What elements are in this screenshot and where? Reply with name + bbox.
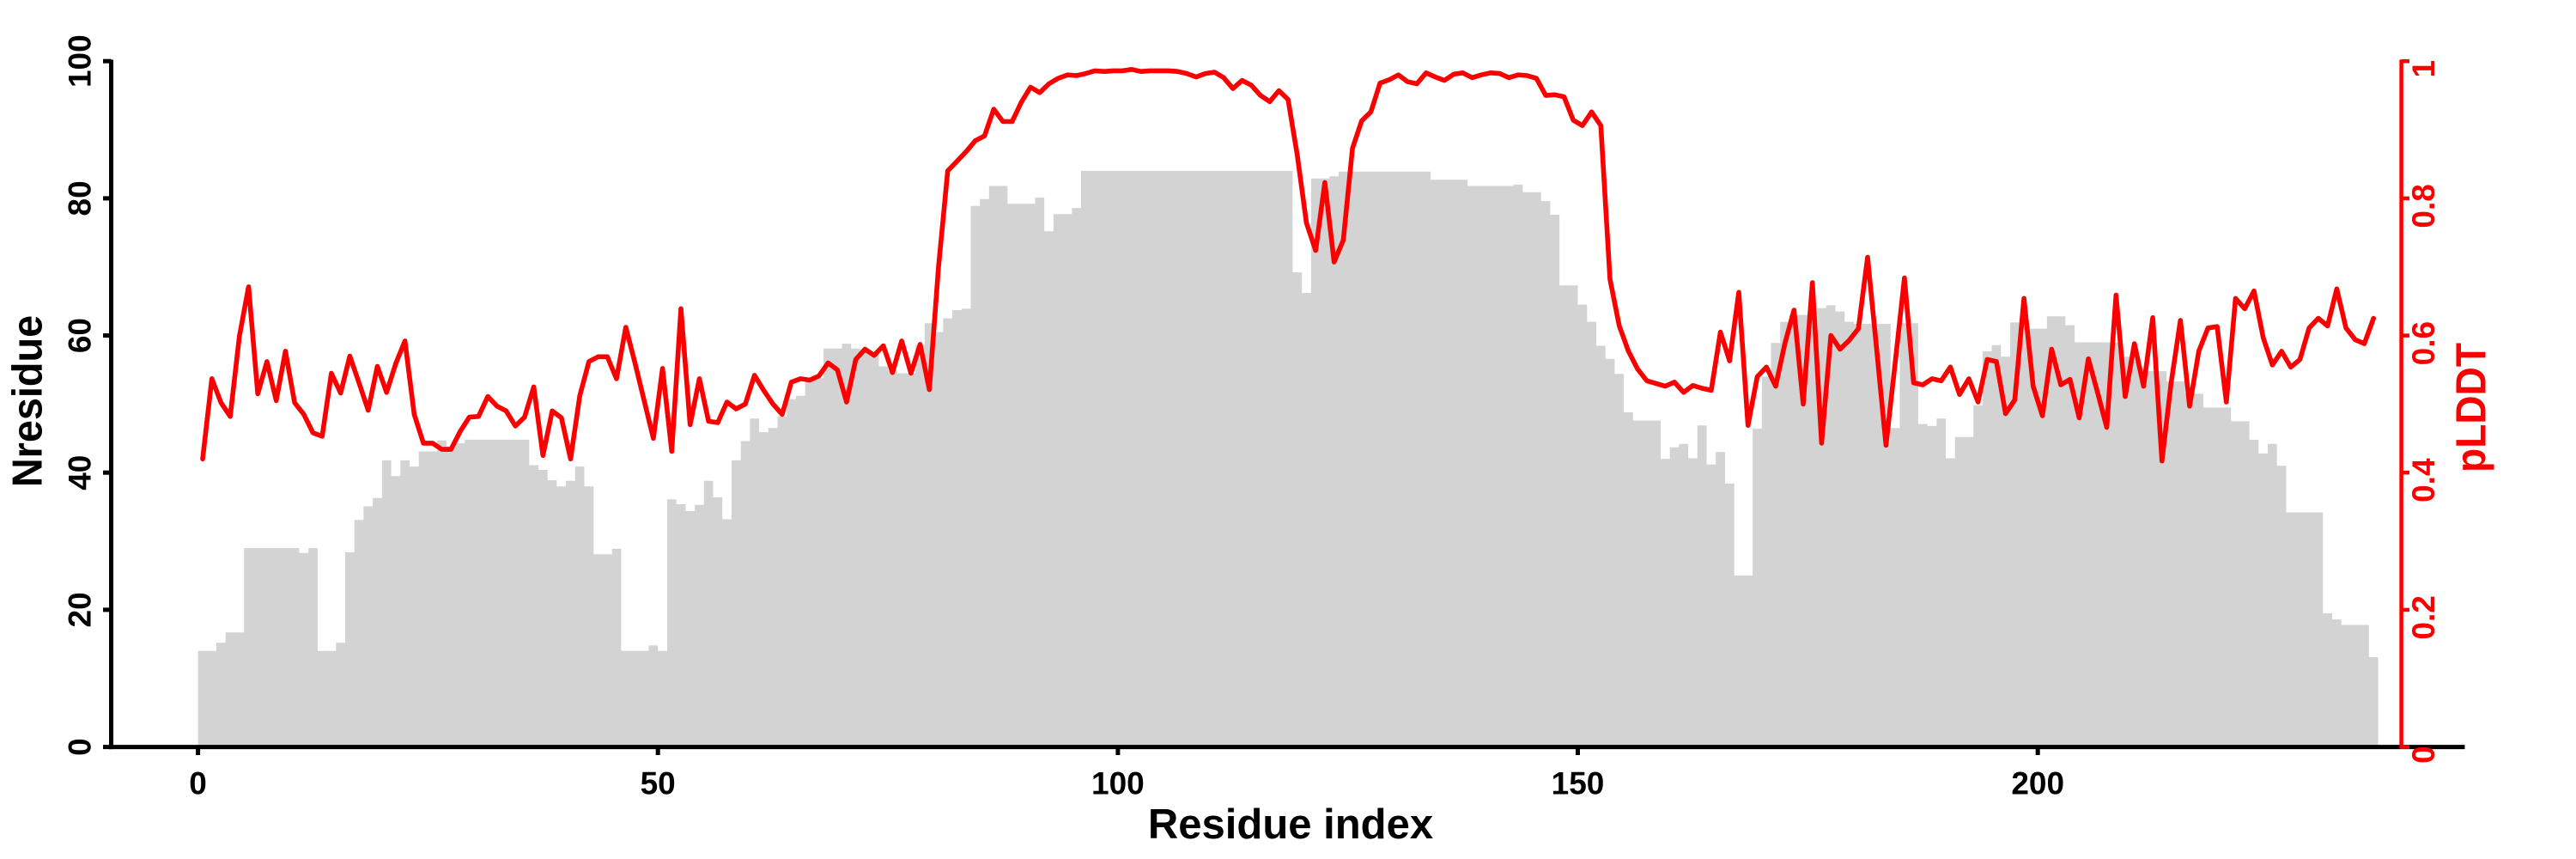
svg-text:Residue index: Residue index xyxy=(1148,801,1433,848)
svg-text:40: 40 xyxy=(63,455,98,490)
svg-text:0: 0 xyxy=(189,766,207,801)
svg-text:20: 20 xyxy=(63,592,98,627)
svg-text:150: 150 xyxy=(1552,766,1605,801)
svg-text:200: 200 xyxy=(2011,766,2064,801)
svg-text:50: 50 xyxy=(641,766,676,801)
svg-text:60: 60 xyxy=(63,318,98,353)
svg-text:100: 100 xyxy=(63,34,98,88)
svg-text:0: 0 xyxy=(2406,746,2441,764)
svg-text:0.8: 0.8 xyxy=(2406,184,2441,228)
svg-text:0: 0 xyxy=(63,738,98,756)
svg-text:pLDDT: pLDDT xyxy=(2448,343,2495,472)
svg-text:80: 80 xyxy=(63,180,98,216)
svg-text:Nresidue: Nresidue xyxy=(5,315,52,487)
svg-text:0.6: 0.6 xyxy=(2406,321,2441,365)
svg-text:0.2: 0.2 xyxy=(2406,595,2441,639)
svg-text:0.4: 0.4 xyxy=(2406,458,2441,503)
svg-text:1: 1 xyxy=(2406,60,2441,78)
svg-text:100: 100 xyxy=(1091,766,1145,801)
